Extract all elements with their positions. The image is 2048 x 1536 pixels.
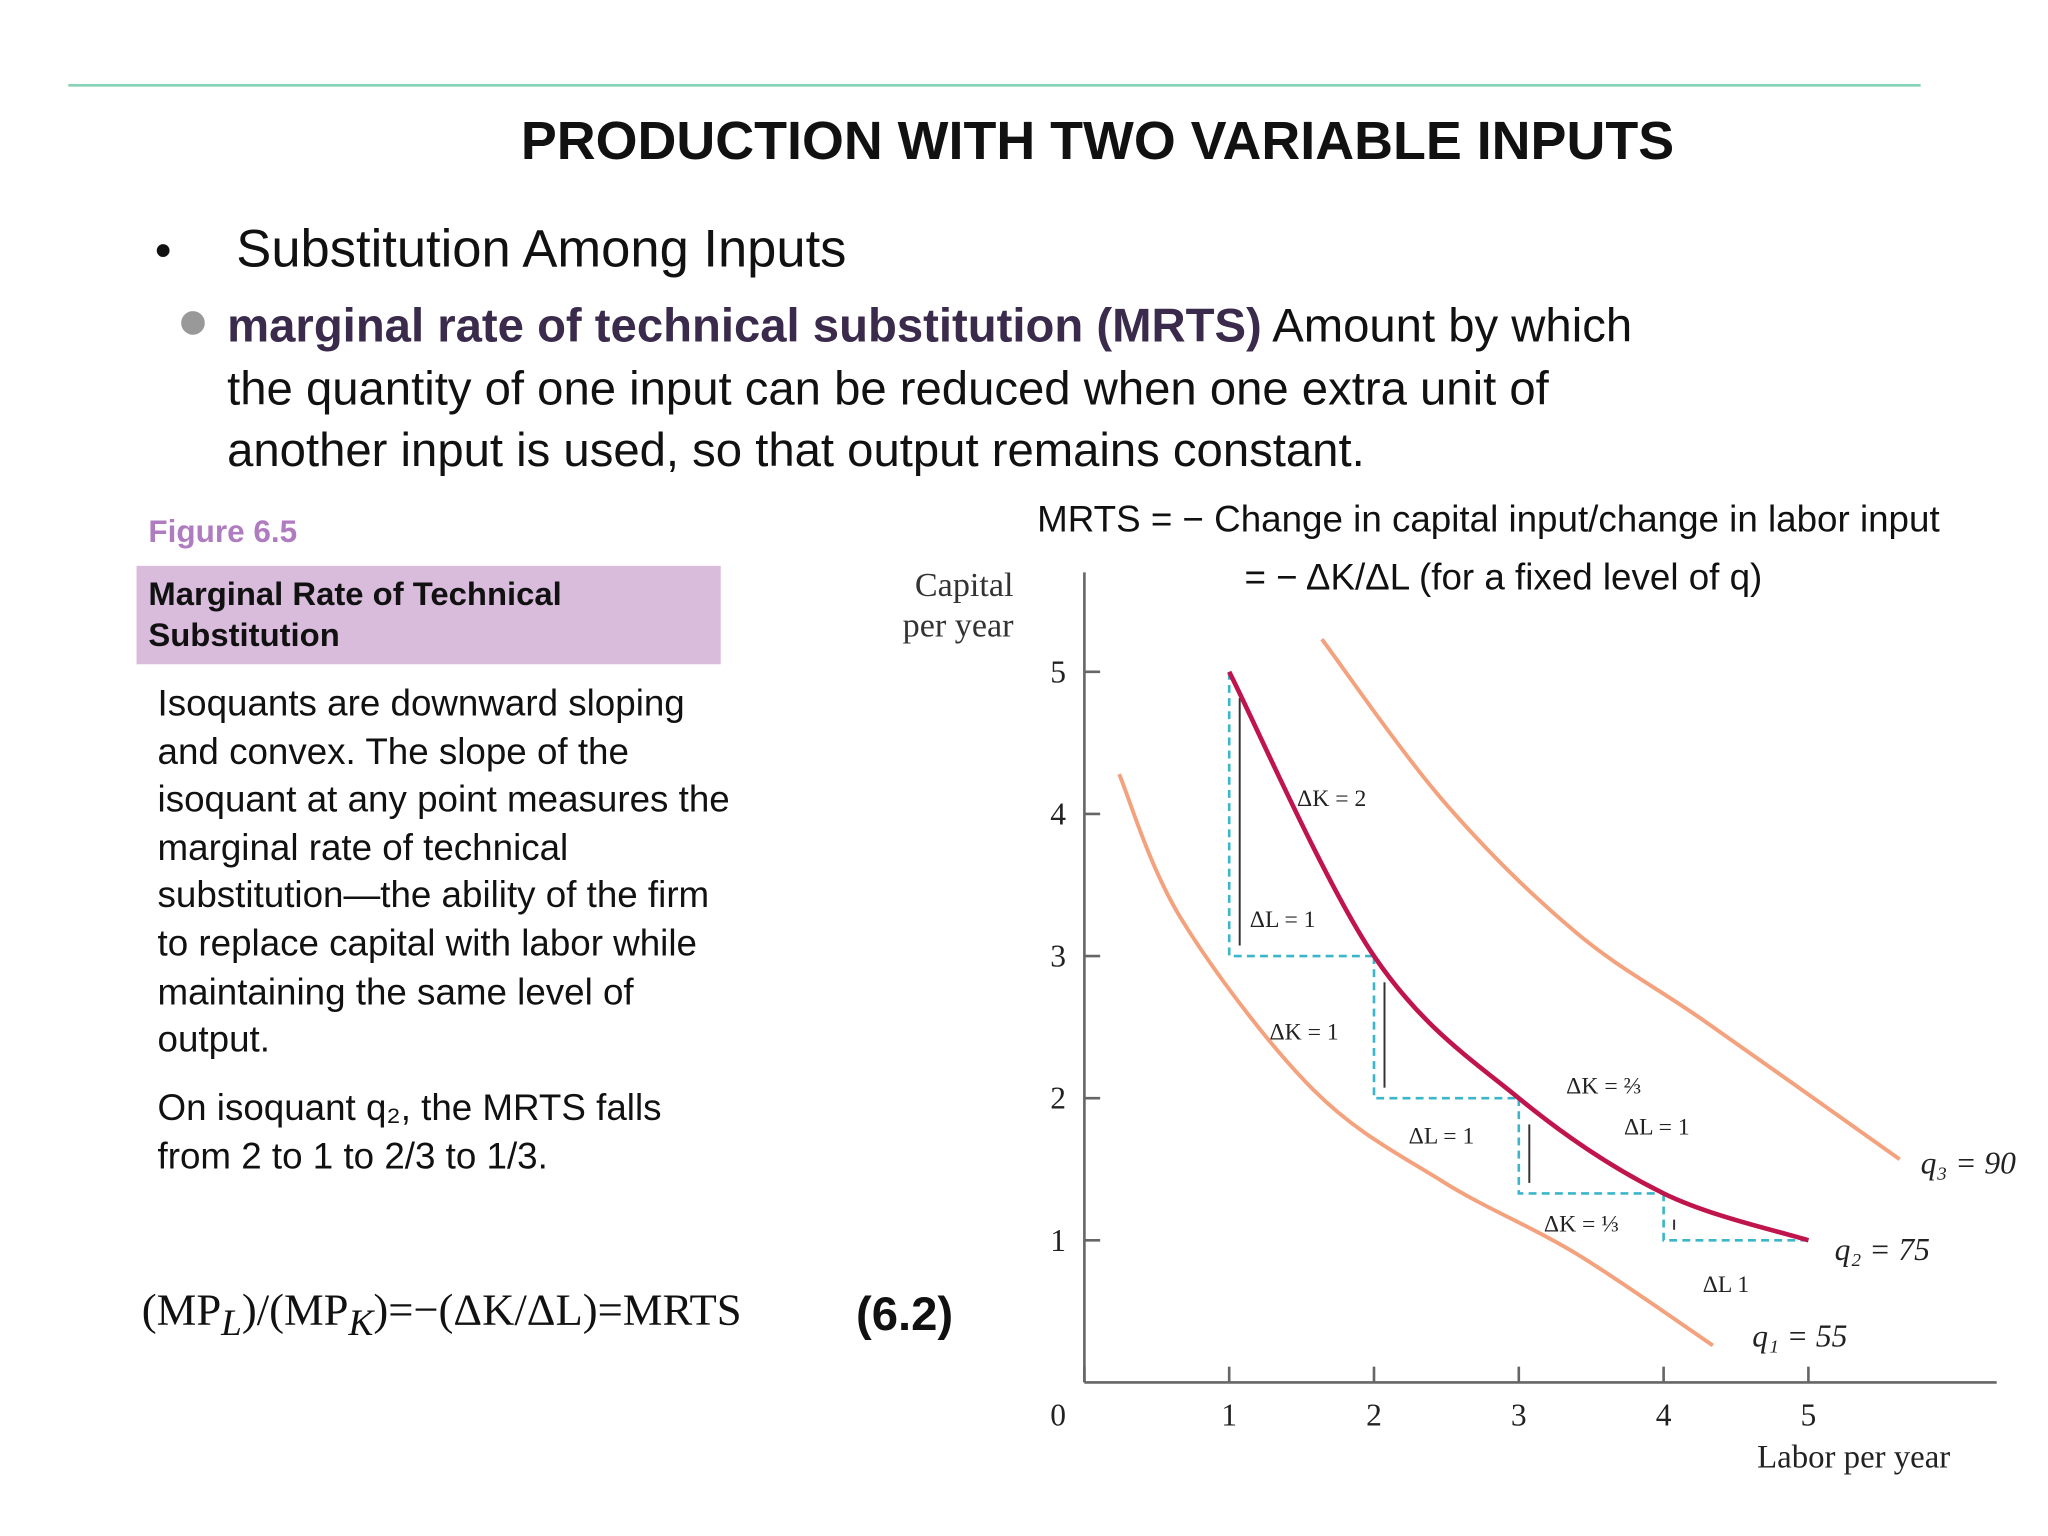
top-rule	[68, 84, 1921, 87]
series-label: q₁ = 55	[1752, 1319, 1847, 1354]
definition: marginal rate of technical substitution …	[227, 294, 1684, 481]
x-axis-label: Labor per year	[1757, 1440, 1950, 1476]
x-tick-label: 4	[1656, 1398, 1672, 1433]
step-guide	[1227, 671, 1809, 1242]
figure-note: On isoquant q₂, the MRTS falls from 2 to…	[157, 1087, 662, 1176]
y-tick-label: 1	[1050, 1223, 1066, 1258]
x-tick-label: 5	[1801, 1398, 1817, 1433]
annotation: ΔK = 2	[1297, 786, 1366, 812]
bullet-text: Substitution Among Inputs	[236, 220, 847, 279]
series-label: q₃ = 90	[1921, 1146, 2016, 1181]
y-tick-label: 3	[1050, 939, 1066, 974]
annotation: ΔL = 1	[1250, 907, 1316, 933]
equation: (MPL)/(MPK)=−(ΔK/ΔL)=MRTS	[142, 1287, 742, 1346]
x-tick-label: 3	[1511, 1398, 1527, 1433]
mrts-line: MRTS = − Change in capital input/change …	[1037, 498, 1940, 540]
annotation: ΔK = ⅓	[1544, 1211, 1619, 1237]
isoquant	[1227, 670, 1810, 1243]
eq-sub: L	[221, 1303, 242, 1345]
bullet-marker: •	[154, 223, 172, 278]
definition-text: Amount by which the quantity of one inpu…	[227, 298, 1633, 477]
figure-caption: Isoquants are downward sloping and conve…	[157, 682, 730, 1060]
sub-bullet-marker	[181, 311, 205, 335]
y-tick-label: 5	[1050, 654, 1066, 689]
isoquant	[1117, 773, 1714, 1348]
eq-part: )/(MP	[241, 1286, 349, 1336]
isoquant	[1320, 637, 1901, 1161]
annotation: ΔK = ⅔	[1566, 1074, 1641, 1100]
slide-title: PRODUCTION WITH TWO VARIABLE INPUTS	[520, 110, 1675, 171]
x-tick-label: 2	[1366, 1398, 1382, 1433]
x-tick-label: 1	[1221, 1398, 1237, 1433]
y-axis-label: Capital per year	[902, 565, 1014, 645]
eq-part: )=−(ΔK/ΔL)=MRTS	[373, 1286, 742, 1336]
annotation: ΔL = 1	[1409, 1123, 1475, 1149]
definition-term: marginal rate of technical substitution …	[227, 298, 1262, 352]
mrts-line: = − ΔK/ΔL (for a fixed level of q)	[1244, 556, 1763, 598]
y-tick-label: 2	[1050, 1081, 1066, 1116]
eq-part: (MP	[141, 1286, 222, 1336]
annotation: ΔL 1	[1703, 1272, 1749, 1298]
equation-number: (6.2)	[855, 1286, 954, 1341]
series-label: q₂ = 75	[1835, 1232, 1930, 1267]
x-tick-label: 0	[1050, 1398, 1066, 1433]
figure-number: Figure 6.5	[148, 514, 298, 551]
eq-sub: K	[348, 1303, 374, 1345]
y-tick-label: 4	[1050, 796, 1066, 831]
annotation: ΔK = 1	[1269, 1020, 1338, 1046]
figure-heading: Marginal Rate of Technical Substitution	[136, 565, 721, 665]
annotation: ΔL = 1	[1624, 1114, 1690, 1140]
